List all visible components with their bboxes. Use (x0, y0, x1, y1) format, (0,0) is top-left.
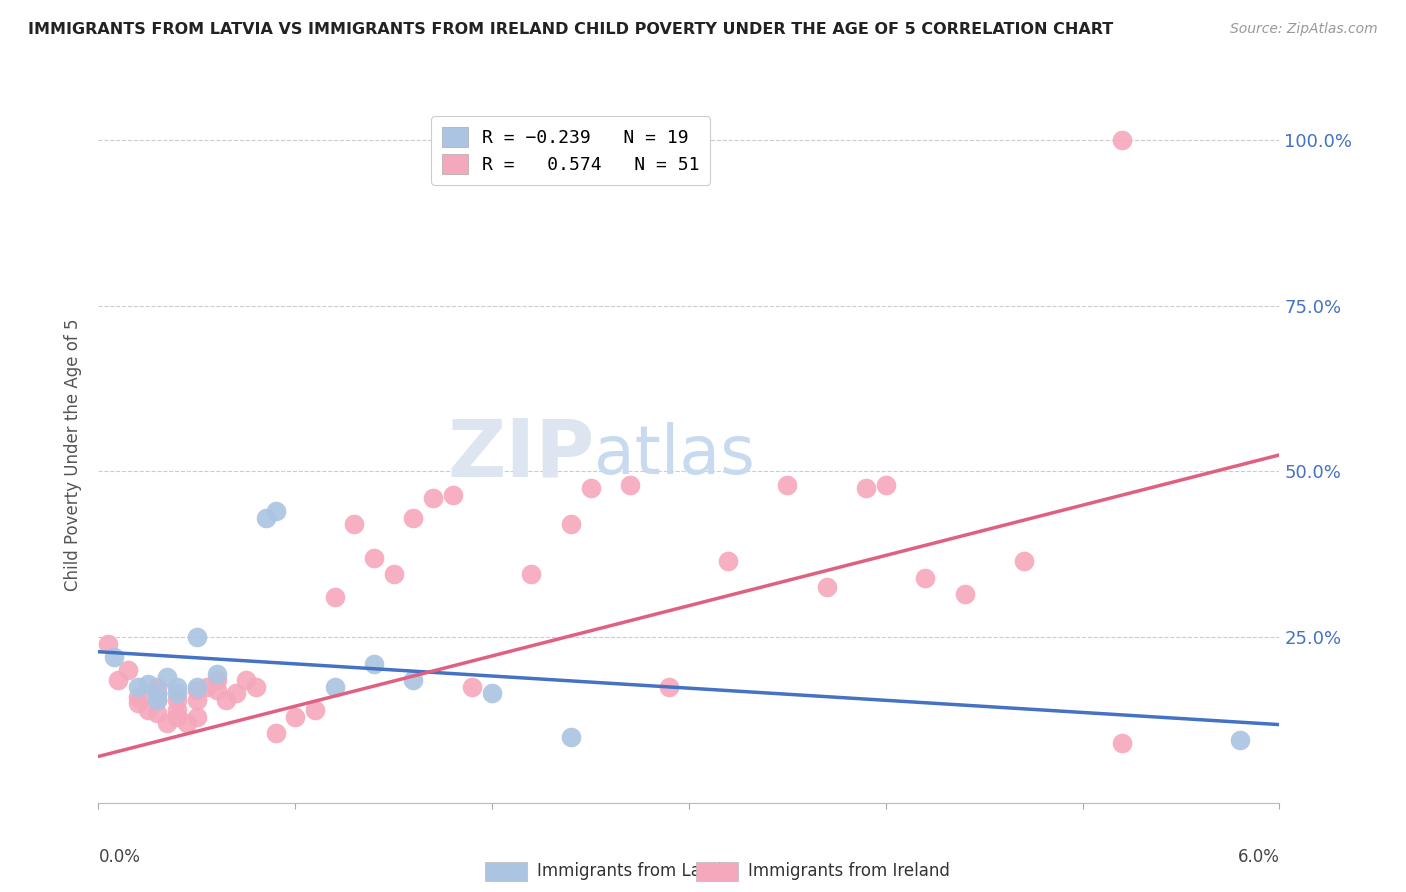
Text: 0.0%: 0.0% (98, 848, 141, 866)
Point (156, 716, 179, 731)
Text: 6.0%: 6.0% (1237, 848, 1279, 866)
Text: Immigrants from Latvia: Immigrants from Latvia (537, 863, 733, 880)
Point (127, 680, 149, 694)
Text: IMMIGRANTS FROM LATVIA VS IMMIGRANTS FROM IRELAND CHILD POVERTY UNDER THE AGE OF: IMMIGRANTS FROM LATVIA VS IMMIGRANTS FRO… (28, 22, 1114, 37)
Text: Source: ZipAtlas.com: Source: ZipAtlas.com (1230, 22, 1378, 37)
Point (560, 730, 582, 744)
Point (855, 481, 877, 495)
Point (205, 683, 228, 698)
Point (146, 686, 169, 700)
Point (579, 481, 602, 495)
Point (619, 477, 641, 491)
Legend: R = −0.239   N = 19, R =   0.574   N = 51: R = −0.239 N = 19, R = 0.574 N = 51 (432, 116, 710, 185)
Point (127, 690, 149, 704)
Point (815, 581, 838, 595)
Point (717, 554, 740, 568)
Point (264, 504, 287, 518)
Point (284, 709, 307, 723)
Point (382, 567, 405, 582)
Point (461, 680, 484, 694)
Point (304, 703, 326, 717)
Point (323, 680, 346, 694)
Point (245, 680, 267, 694)
Point (146, 693, 169, 707)
Text: atlas: atlas (595, 422, 755, 488)
Point (186, 693, 208, 707)
Point (520, 567, 543, 582)
Point (363, 550, 385, 565)
Point (186, 683, 208, 698)
Point (186, 680, 208, 694)
Point (422, 491, 444, 505)
Point (166, 709, 188, 723)
Point (136, 676, 159, 690)
Point (875, 477, 897, 491)
Point (235, 673, 257, 688)
Point (215, 693, 238, 707)
Point (146, 693, 169, 707)
Point (166, 686, 188, 700)
Point (363, 657, 385, 671)
Point (1111, 736, 1133, 750)
Point (254, 511, 277, 525)
Point (97, 637, 120, 651)
Point (1229, 732, 1251, 747)
Point (186, 709, 208, 723)
Point (343, 517, 366, 532)
Point (323, 591, 346, 605)
Point (205, 673, 228, 688)
Point (225, 686, 247, 700)
Point (146, 706, 169, 721)
Point (264, 726, 287, 740)
Point (658, 680, 681, 694)
Point (176, 716, 198, 731)
Point (166, 680, 188, 694)
Text: ZIP: ZIP (447, 416, 595, 494)
Point (136, 703, 159, 717)
Point (1111, 133, 1133, 147)
Point (156, 670, 179, 684)
Point (914, 570, 936, 584)
Y-axis label: Child Poverty Under the Age of 5: Child Poverty Under the Age of 5 (65, 318, 83, 591)
Point (107, 673, 129, 688)
Point (166, 703, 188, 717)
Text: Immigrants from Ireland: Immigrants from Ireland (748, 863, 950, 880)
Point (103, 650, 125, 665)
Point (127, 697, 149, 711)
Point (441, 488, 464, 502)
Point (146, 686, 169, 700)
Point (953, 587, 976, 601)
Point (1012, 554, 1035, 568)
Point (117, 663, 139, 677)
Point (146, 680, 169, 694)
Point (195, 680, 218, 694)
Point (481, 686, 503, 700)
Point (186, 630, 208, 644)
Point (402, 673, 425, 688)
Point (560, 517, 582, 532)
Point (166, 693, 188, 707)
Point (776, 477, 799, 491)
Point (205, 666, 228, 681)
Point (402, 511, 425, 525)
